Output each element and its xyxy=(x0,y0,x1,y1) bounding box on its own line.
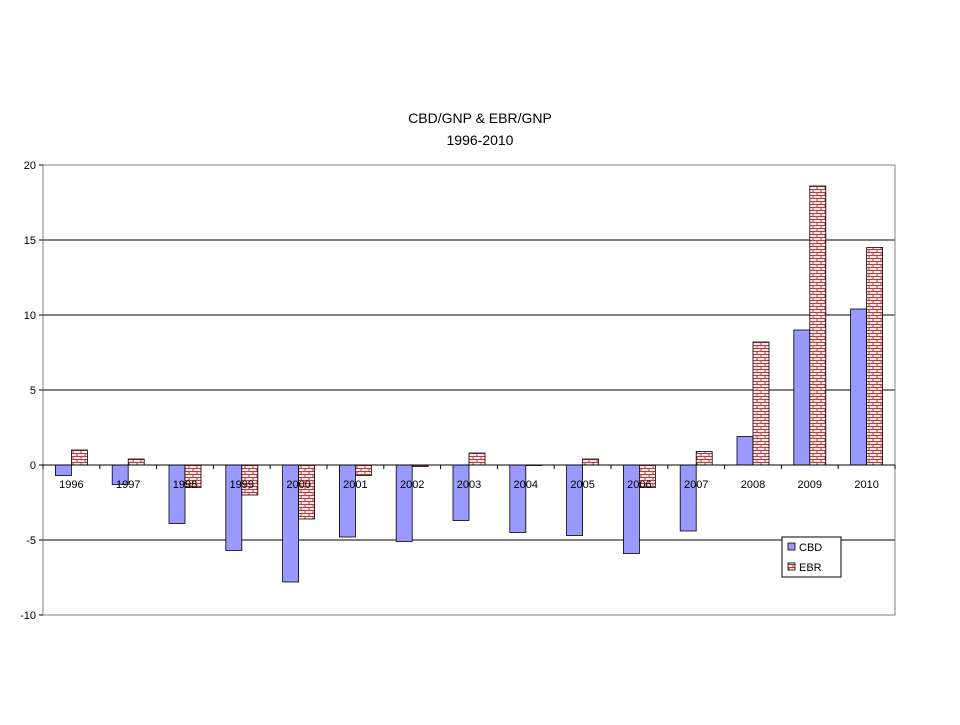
bar-ebr-1997 xyxy=(127,458,145,466)
y-axis: -10 -5 0 5 10 15 20 xyxy=(20,160,43,622)
legend-swatch-ebr xyxy=(787,562,796,571)
x-tick-label: 2006 xyxy=(627,479,651,491)
chart-subtitle: 1996-2010 xyxy=(447,132,514,148)
bar-ebr-2000 xyxy=(298,464,316,520)
x-tick-label: 2002 xyxy=(400,479,424,491)
x-tick-label: 2010 xyxy=(854,479,878,491)
x-tick-label: 2003 xyxy=(457,479,481,491)
bar-cbd-2003 xyxy=(452,464,470,521)
x-tick-label: 2008 xyxy=(741,479,765,491)
x-tick-label: 2001 xyxy=(343,479,367,491)
x-axis: 1996 1997 1998 1999 2000 2001 2002 2003 2004 2005… xyxy=(42,465,896,491)
y-tick-label: 20 xyxy=(24,160,36,172)
bar-ebr-2010 xyxy=(866,247,883,466)
bar-cbd-2007 xyxy=(679,464,697,532)
legend-swatch-cbd xyxy=(787,542,796,551)
y-tick-label: 10 xyxy=(24,310,36,322)
bar-ebr-2007 xyxy=(695,451,713,466)
legend-label-ebr: EBR xyxy=(799,562,822,574)
x-tick-label: 2007 xyxy=(684,479,708,491)
bar-ebr-2003 xyxy=(468,452,486,466)
bar-ebr-1996 xyxy=(71,449,88,466)
y-tick-label: 0 xyxy=(30,460,36,472)
bar-cbd-2008 xyxy=(736,436,754,466)
bar-ebr-2008 xyxy=(752,341,770,466)
bar-cbd-2009 xyxy=(793,329,811,466)
x-tick-label: 1996 xyxy=(59,479,83,491)
x-tick-label: 2000 xyxy=(286,479,310,491)
y-tick-label: 5 xyxy=(30,385,36,397)
x-tick-label: 2005 xyxy=(570,479,594,491)
x-tick-label: 1999 xyxy=(230,479,254,491)
bar-cbd-2005 xyxy=(566,464,583,536)
x-tick-label: 2009 xyxy=(798,479,822,491)
bar-cbd-1996 xyxy=(55,464,72,476)
chart-title: CBD/GNP & EBR/GNP xyxy=(408,110,552,126)
bar-cbd-1999 xyxy=(225,464,243,551)
bar-cbd-2001 xyxy=(338,464,356,538)
bar-ebr-2009 xyxy=(809,185,827,466)
legend-label-cbd: CBD xyxy=(799,542,822,554)
legend: CBD EBR xyxy=(781,536,842,578)
bar-cbd-2010 xyxy=(850,308,867,466)
bars xyxy=(55,185,883,583)
y-tick-label: -10 xyxy=(20,610,36,622)
x-tick-label: 1997 xyxy=(116,479,140,491)
bar-cbd-2004 xyxy=(509,464,527,533)
bar-ebr-2001 xyxy=(354,464,372,476)
bar-ebr-2005 xyxy=(582,458,599,466)
y-tick-label: -5 xyxy=(26,535,36,547)
y-tick-label: 15 xyxy=(24,235,36,247)
bar-cbd-1998 xyxy=(168,464,186,524)
bar-cbd-2002 xyxy=(395,464,413,542)
x-tick-label: 2004 xyxy=(514,479,538,491)
x-tick-label: 1998 xyxy=(173,479,197,491)
